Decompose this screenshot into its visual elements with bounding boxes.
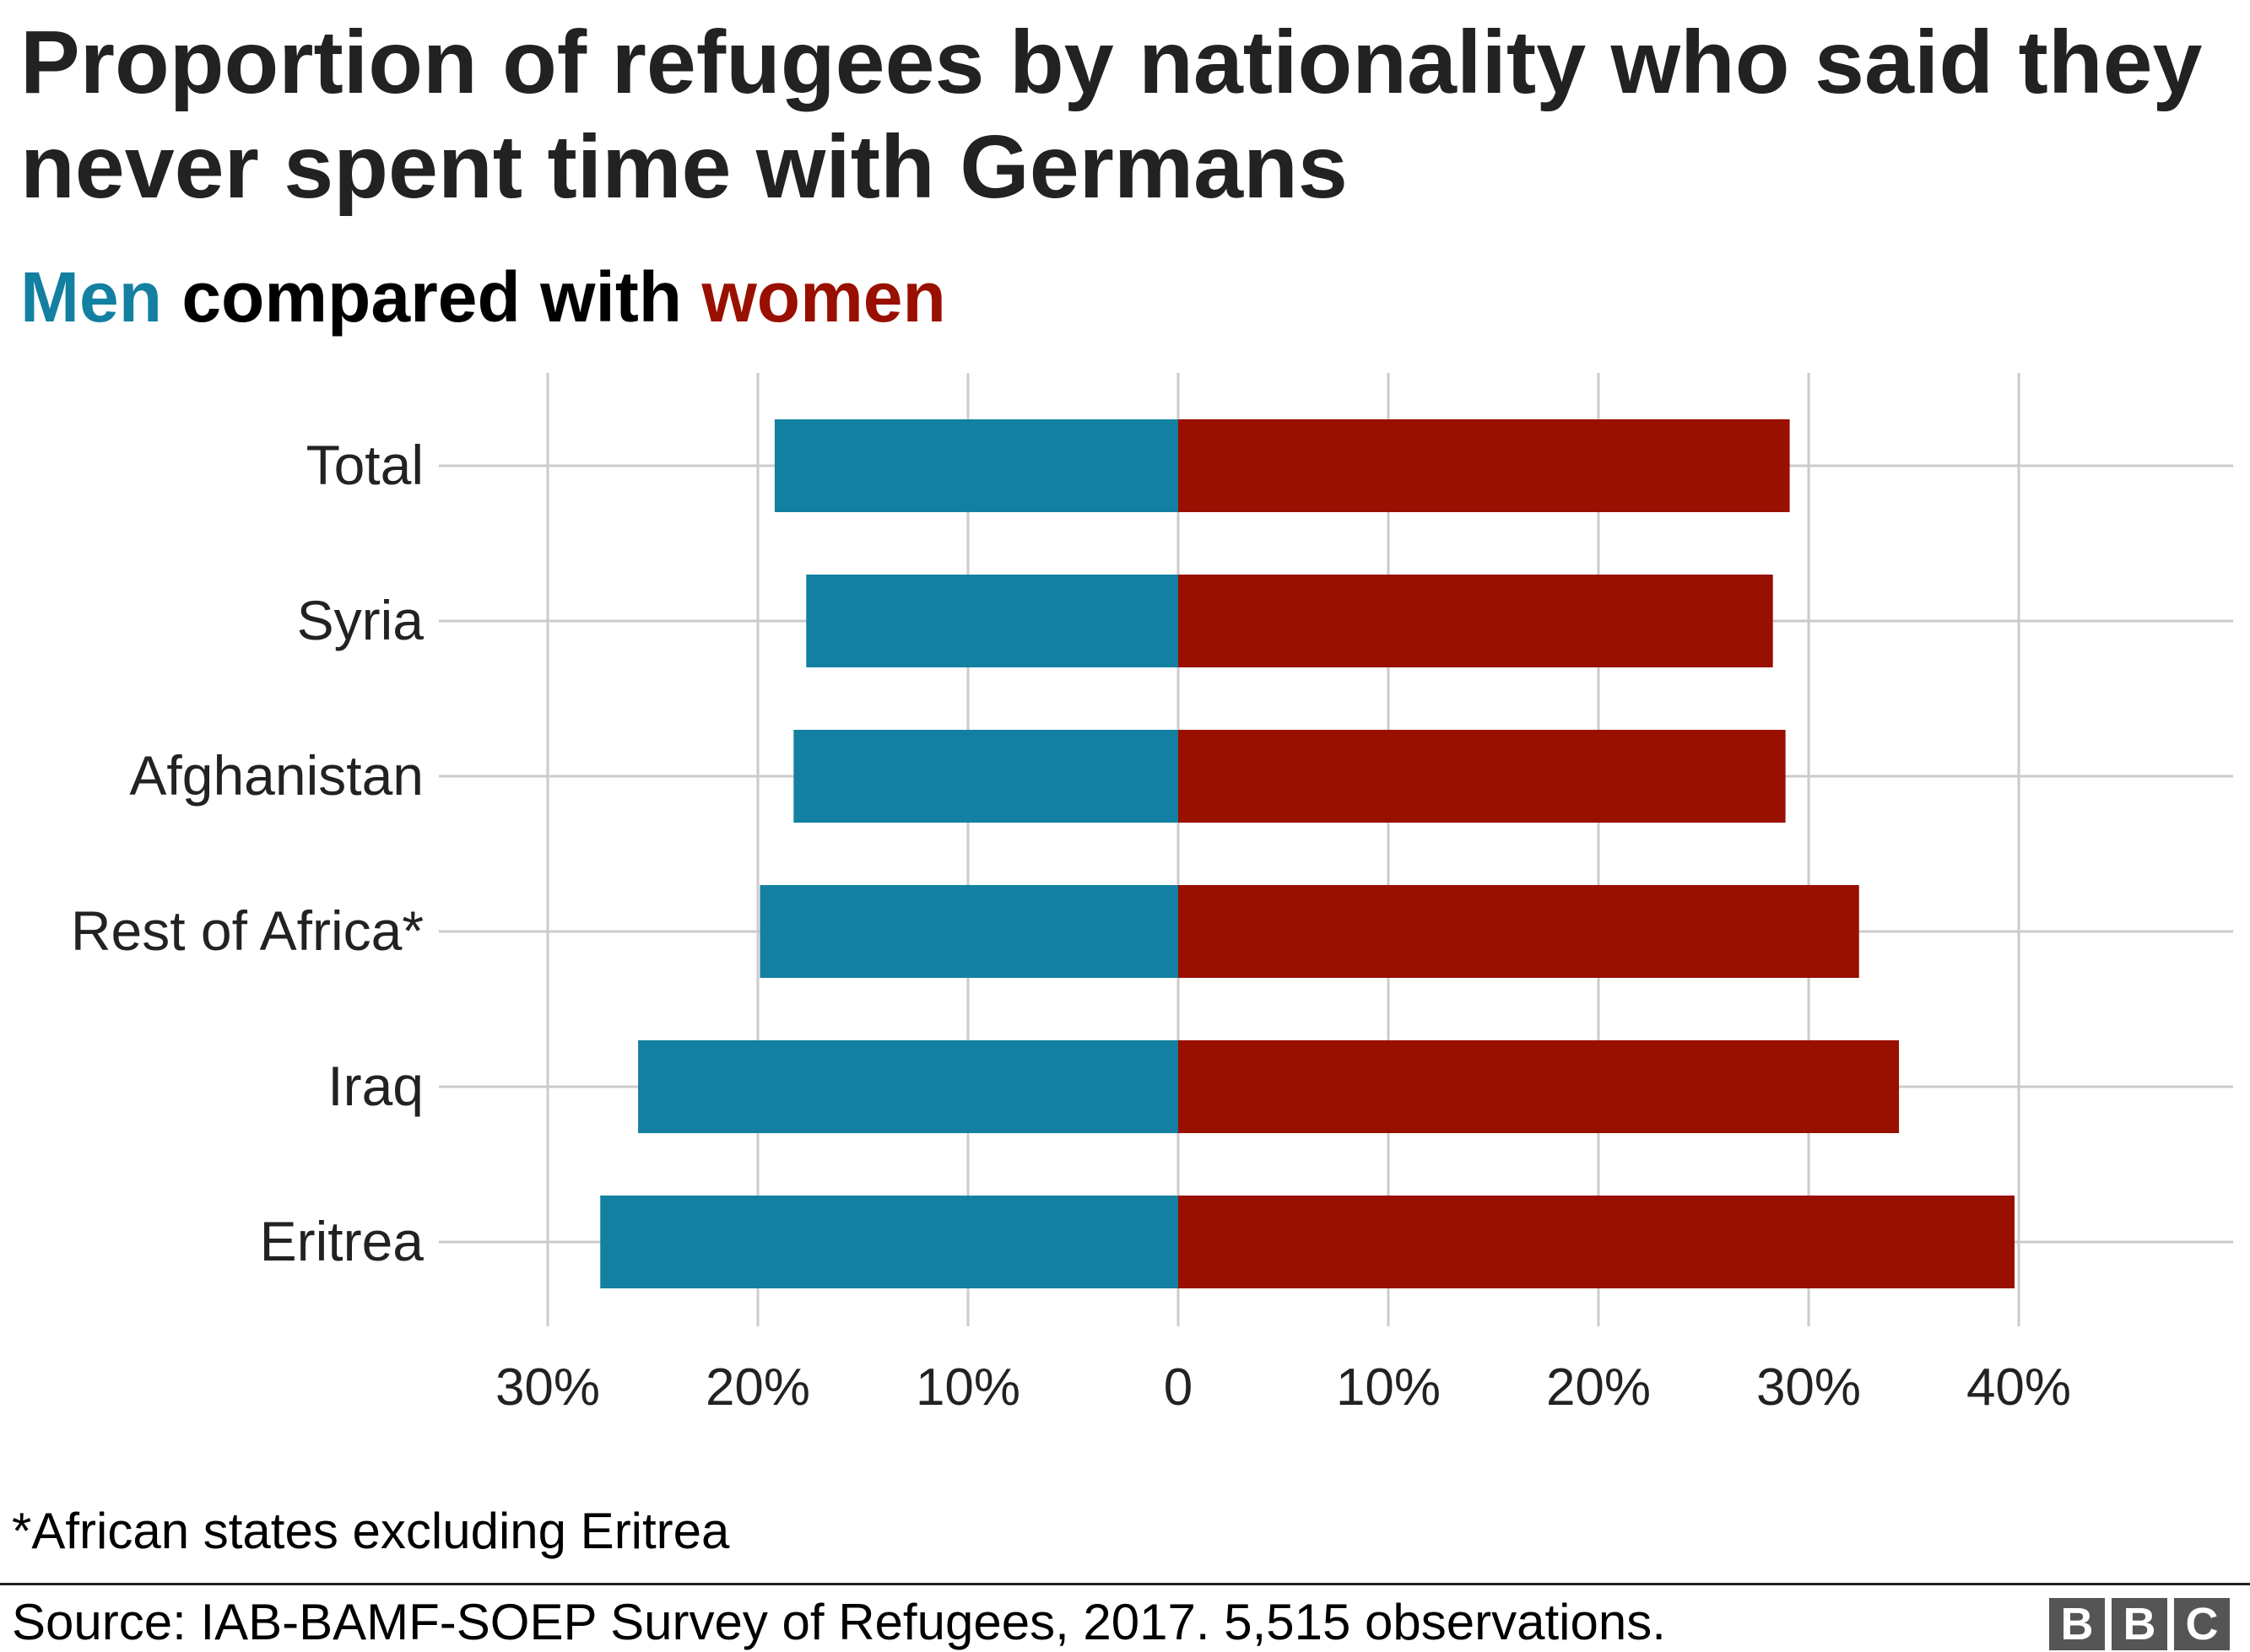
bar-women bbox=[1178, 730, 1786, 823]
source-note: Source: IAB-BAMF-SOEP Survey of Refugees… bbox=[12, 1594, 1666, 1650]
bars bbox=[600, 419, 2015, 1288]
bbc-logo-letter: C bbox=[2174, 1598, 2230, 1650]
bar-women bbox=[1178, 885, 1859, 978]
category-label: Eritrea bbox=[260, 1210, 425, 1272]
x-tick-label: 0 bbox=[1164, 1358, 1193, 1417]
chart-subtitle: Men compared with women bbox=[20, 255, 946, 339]
x-tick-label: 20% bbox=[706, 1358, 810, 1417]
x-tick-label: 10% bbox=[916, 1358, 1020, 1417]
category-label: Rest of Africa* bbox=[71, 899, 424, 962]
x-tick-label: 40% bbox=[1966, 1358, 2071, 1417]
bar-women bbox=[1178, 1040, 1900, 1133]
bar-women bbox=[1178, 575, 1773, 667]
x-tick-label: 30% bbox=[495, 1358, 600, 1417]
subtitle-women: women bbox=[701, 257, 946, 337]
category-label: Syria bbox=[297, 589, 425, 651]
bbc-logo: B B C bbox=[2049, 1598, 2230, 1650]
bar-women bbox=[1178, 1196, 2015, 1288]
chart-title: Proportion of refugees by nationality wh… bbox=[20, 13, 2203, 217]
bar-men bbox=[760, 885, 1178, 978]
bar-chart: Total Syria Afghanistan Rest of Africa* Iraq… bbox=[71, 373, 2233, 1417]
category-label: Total bbox=[306, 434, 424, 496]
bar-men bbox=[793, 730, 1178, 823]
bar-men bbox=[600, 1196, 1178, 1288]
x-tick-label: 30% bbox=[1756, 1358, 1861, 1417]
category-labels: Total Syria Afghanistan Rest of Africa* Iraq… bbox=[71, 434, 424, 1272]
category-label: Iraq bbox=[327, 1055, 424, 1117]
x-tick-label: 10% bbox=[1336, 1358, 1441, 1417]
x-tick-labels: 30% 20% 10% 0 10% 20% 30% 40% bbox=[495, 1358, 2071, 1417]
subtitle-middle: compared with bbox=[162, 257, 702, 337]
bar-women bbox=[1178, 419, 1790, 512]
bar-men bbox=[806, 575, 1178, 667]
bar-men bbox=[638, 1040, 1178, 1133]
x-tick-label: 20% bbox=[1546, 1358, 1651, 1417]
footer-rule bbox=[0, 1583, 2250, 1585]
bar-men bbox=[774, 419, 1178, 512]
subtitle-men: Men bbox=[20, 257, 162, 337]
bbc-logo-letter: B bbox=[2112, 1598, 2167, 1650]
footnote: *African states excluding Eritrea bbox=[12, 1503, 730, 1559]
gridlines bbox=[439, 373, 2233, 1326]
category-label: Afghanistan bbox=[129, 744, 424, 807]
bbc-logo-letter: B bbox=[2049, 1598, 2105, 1650]
